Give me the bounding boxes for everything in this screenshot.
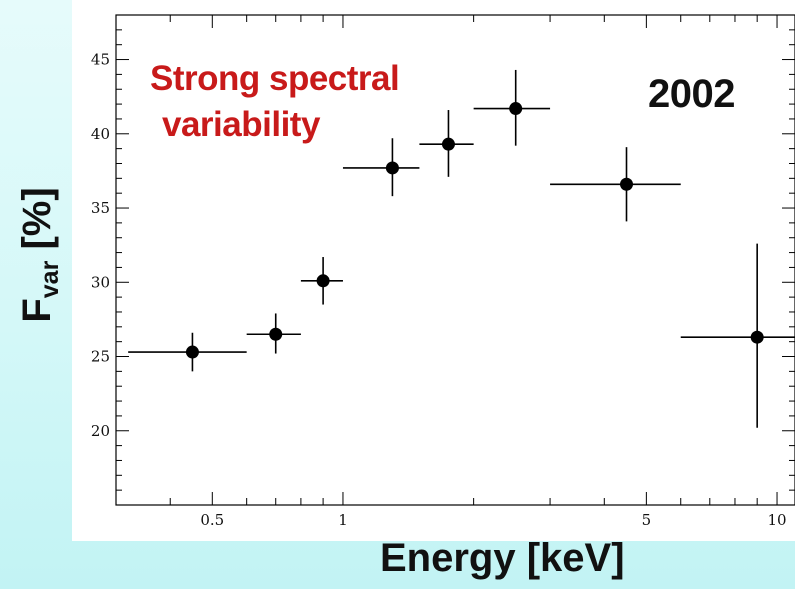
data-point xyxy=(620,177,634,191)
y-tick-label: 20 xyxy=(91,422,110,440)
data-point xyxy=(509,102,523,116)
x-tick-label: 10 xyxy=(767,511,786,529)
y-tick-label: 45 xyxy=(91,51,110,69)
annotation-text: Strong spectral variability xyxy=(150,56,400,148)
x-tick-label: 1 xyxy=(338,511,348,529)
data-point xyxy=(385,161,399,175)
data-point xyxy=(441,137,455,151)
x-tick-label: 0.5 xyxy=(200,511,224,529)
y-tick-label: 40 xyxy=(91,125,110,143)
annotation-line-1: Strong spectral xyxy=(150,59,400,98)
data-point xyxy=(316,274,330,288)
chart-svg: 0.5 1 5 10 20 25 30 35 40 45 xyxy=(91,14,795,529)
y-axis-label-main: F xyxy=(15,298,59,323)
data-point xyxy=(750,330,764,344)
y-axis-label-sub: var xyxy=(36,260,64,299)
plot-panel: 0.5 1 5 10 20 25 30 35 40 45 xyxy=(72,0,795,541)
annotation-line-2: variability xyxy=(162,105,320,144)
data-point xyxy=(269,327,283,341)
y-axis-label: Fvar [%] xyxy=(15,187,64,323)
year-label: 2002 xyxy=(648,72,735,116)
y-tick-label: 25 xyxy=(91,348,110,366)
y-tick-label: 30 xyxy=(91,273,110,291)
x-axis-label: Energy [keV] xyxy=(380,536,625,580)
x-tick-label: 5 xyxy=(642,511,652,529)
y-tick-label: 35 xyxy=(91,199,110,217)
data-point xyxy=(185,345,199,359)
plot-frame xyxy=(115,14,795,506)
